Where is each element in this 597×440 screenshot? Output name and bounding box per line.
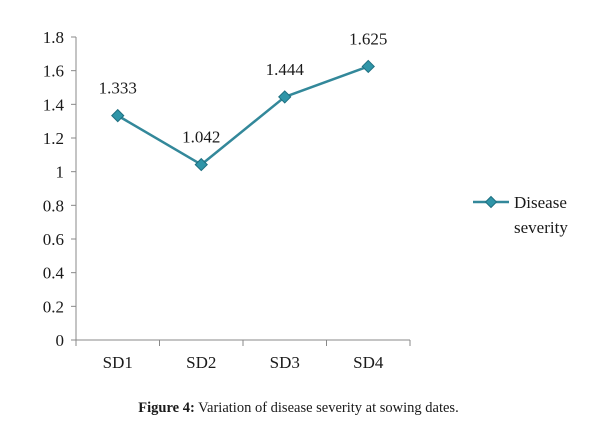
data-label: 1.042: [182, 128, 220, 147]
figure-caption-text: Variation of disease severity at sowing …: [194, 400, 459, 416]
legend-label: severity: [514, 218, 568, 237]
data-label: 1.625: [349, 29, 387, 48]
x-tick-label: SD3: [270, 353, 300, 372]
y-tick-label: 0.2: [43, 297, 64, 316]
x-tick-label: SD4: [353, 353, 384, 372]
data-point-marker: [111, 108, 125, 123]
y-tick-label: 1: [56, 163, 65, 182]
line-chart: 0 0.2 0.4 0.6 0.8 1 1.2 1.4 1.6 1.8 SD1 SD2 SD3 SD4 1.…: [43, 28, 569, 372]
series-line-disease-severity: [117, 65, 369, 166]
y-tick-label: 0: [56, 331, 65, 350]
y-tick-label: 1.6: [43, 62, 64, 81]
legend-label: Disease: [514, 193, 567, 212]
y-tick-label: 0.4: [43, 264, 65, 283]
data-point-marker: [361, 59, 375, 74]
x-tick-label: SD1: [103, 353, 133, 372]
y-tick-label: 1.8: [43, 28, 64, 47]
x-tick-label: SD2: [186, 353, 216, 372]
y-tick-label: 0.6: [43, 230, 64, 249]
y-tick-label: 0.8: [43, 196, 64, 215]
y-tick-label: 1.2: [43, 129, 64, 148]
data-label: 1.333: [99, 79, 137, 98]
y-tick-label: 1.4: [43, 95, 65, 114]
data-point-marker: [278, 90, 292, 104]
data-point-marker: [194, 157, 208, 172]
data-label: 1.444: [266, 60, 305, 79]
figure-caption: Figure 4: Variation of disease severity …: [0, 400, 597, 417]
legend-marker: [484, 195, 498, 209]
figure-caption-label: Figure 4:: [138, 400, 195, 416]
